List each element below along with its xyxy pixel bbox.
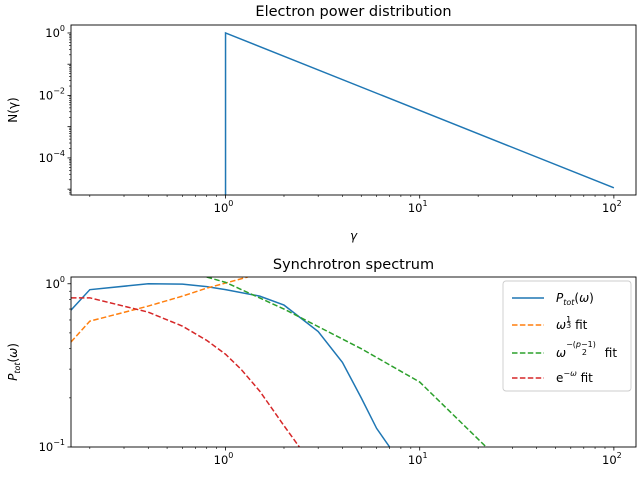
legend: Ptot(ω) ω1 3 fit ω−(p−1) 2 fit e−ω fit — [502, 280, 632, 392]
bottom-series-2-line — [206, 277, 487, 447]
top-x-axis: 100 101 102 — [89, 195, 622, 215]
top-x-tick-label: 102 — [602, 199, 622, 215]
top-y-tick-label: 10−4 — [39, 149, 65, 165]
bottom-chart-title: Synchrotron spectrum — [273, 257, 434, 273]
bottom-y-tick-label: 10−1 — [39, 438, 65, 454]
top-chart-title: Electron power distribution — [255, 4, 451, 20]
top-y-axis: 100 10−2 10−4 — [39, 24, 71, 195]
legend-label-ptot: Ptot(ω) — [556, 291, 594, 307]
legend-box — [502, 280, 632, 392]
top-x-tick-label: 101 — [408, 199, 428, 215]
top-x-axis-label: γ — [350, 229, 358, 243]
legend-label-powerlaw-fit: ω−(p−1) 2 fit — [556, 340, 617, 360]
bottom-plot-area — [71, 277, 487, 447]
top-plot-area — [224, 31, 615, 195]
top-axes-frame — [70, 24, 637, 196]
bottom-y-tick-label: 100 — [45, 275, 65, 291]
bottom-x-tick-label: 102 — [602, 451, 622, 467]
bottom-series-1-line — [71, 277, 248, 343]
top-y-axis-label: N(γ) — [6, 97, 20, 122]
top-y-tick-label: 10−2 — [39, 86, 65, 102]
bottom-y-axis: 100 10−1 — [39, 275, 71, 454]
top-x-tick-label: 100 — [214, 199, 234, 215]
bottom-series-0-line — [71, 283, 391, 447]
legend-label-exp-fit: e−ω fit — [556, 369, 593, 385]
bottom-series-3-line — [71, 297, 300, 447]
bottom-x-tick-label: 101 — [408, 451, 428, 467]
legend-label-cube-root-fit: ω1 3 fit — [556, 315, 588, 332]
bottom-chart: Synchrotron spectrum 100 101 102 100 10−1 P… — [6, 257, 637, 467]
top-chart: Electron power distribution 100 101 102 10… — [6, 4, 637, 243]
top-y-tick-label: 100 — [45, 24, 65, 40]
bottom-x-tick-label: 100 — [214, 451, 234, 467]
bottom-x-axis: 100 101 102 — [89, 447, 622, 467]
bottom-y-axis-label: Ptot(ω) — [6, 343, 22, 381]
top-series-0-line — [224, 31, 615, 195]
bottom-axes-frame — [70, 276, 637, 448]
